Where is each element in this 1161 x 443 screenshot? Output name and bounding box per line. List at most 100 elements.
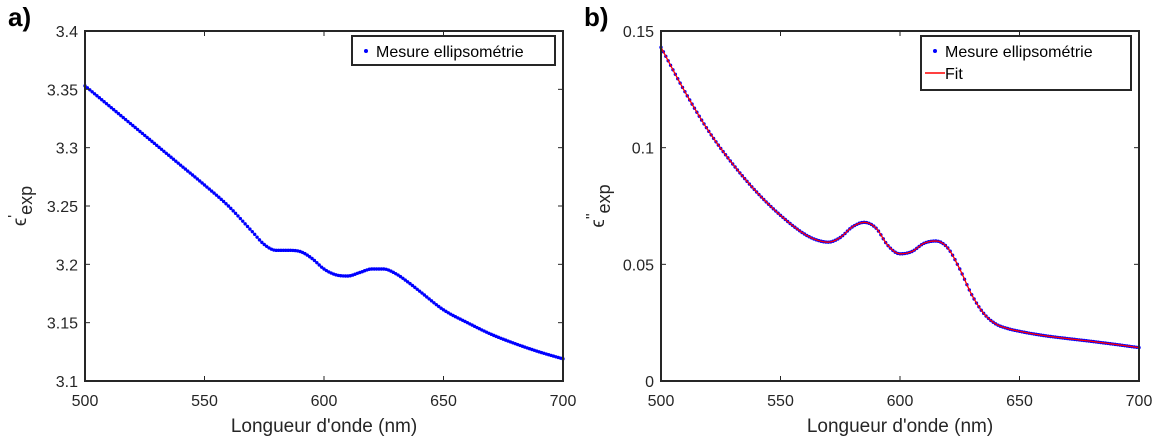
panel-a-legend-entry: Mesure ellipsométrie bbox=[376, 44, 524, 61]
panel-a-data-point bbox=[305, 253, 309, 257]
panel-a-data-point bbox=[186, 169, 190, 173]
panel-a-data-point bbox=[133, 125, 137, 130]
panel-a-axes-box bbox=[84, 30, 564, 382]
panel-a-data-point bbox=[233, 211, 238, 216]
panel-a-data-point bbox=[379, 267, 384, 271]
panel-a-data-point bbox=[121, 115, 125, 120]
panel-a-data-point bbox=[207, 187, 211, 191]
panel-a-data-point bbox=[150, 139, 154, 144]
panel-a-data-point bbox=[102, 100, 106, 104]
panel-b-label: b) bbox=[584, 2, 609, 32]
panel-a-data-point bbox=[140, 131, 145, 136]
panel-a-data-point bbox=[264, 244, 269, 248]
panel-a-data-point bbox=[425, 295, 429, 299]
panel-a-data-point bbox=[131, 123, 135, 128]
panel-a-data-point bbox=[315, 260, 319, 265]
panel-a-data-point bbox=[198, 179, 202, 183]
panel-b-xtick-label: 650 bbox=[1006, 393, 1033, 410]
panel-a-ytick-label: 3.35 bbox=[47, 82, 78, 99]
panel-b-xlabel: Longueur d'onde (nm) bbox=[807, 416, 993, 437]
panel-a-ytick-label: 3.2 bbox=[56, 257, 78, 274]
panel-a-xtick-label: 600 bbox=[311, 393, 338, 410]
panel-a-data-point bbox=[231, 209, 235, 213]
panel-a-legend-box bbox=[351, 35, 556, 66]
panel-a-ylabel-base: ϵ bbox=[10, 218, 31, 226]
panel-a-data-point bbox=[205, 185, 209, 189]
panel-a-data-point bbox=[279, 248, 283, 253]
panel-a-data-point bbox=[111, 107, 116, 112]
panel-a-data-point bbox=[250, 229, 254, 234]
panel-a-data-point bbox=[193, 175, 197, 179]
panel-a-data-point bbox=[415, 287, 419, 291]
panel-a-data-point bbox=[107, 103, 111, 108]
panel-b-ylabel-base: ϵ bbox=[588, 219, 609, 227]
panel-a-data-point bbox=[319, 265, 324, 269]
panel-a-data-point bbox=[405, 280, 410, 284]
panel-a-data-point bbox=[260, 240, 264, 245]
panel-a-data-point bbox=[236, 214, 240, 218]
panel-a-data-point bbox=[374, 267, 379, 271]
panel-a-data-point bbox=[370, 267, 374, 271]
panel-a-data-point bbox=[162, 149, 166, 153]
panel-a-data-point bbox=[176, 161, 180, 165]
panel-a-data-point bbox=[138, 129, 142, 134]
panel-a-data-point bbox=[219, 197, 223, 202]
panel-a-data-point bbox=[439, 306, 443, 310]
panel-a-label: a) bbox=[8, 2, 31, 32]
panel-a-series-measure bbox=[83, 84, 565, 361]
panel-b-ytick-label: 0 bbox=[645, 374, 654, 391]
panel-a-data-point bbox=[343, 274, 348, 278]
panel-a-data-point bbox=[255, 235, 259, 239]
panel-a-data-point bbox=[119, 113, 123, 118]
panel-a-data-point bbox=[159, 147, 164, 151]
panel-a-data-point bbox=[408, 281, 412, 286]
panel-a-data-point bbox=[427, 297, 431, 301]
panel-b-xtick-label: 500 bbox=[648, 393, 675, 410]
panel-a-legend-marker-dot bbox=[364, 49, 368, 53]
panel-a-data-point bbox=[224, 202, 228, 206]
panel-a-data-point bbox=[437, 304, 441, 309]
panel-a-data-point bbox=[104, 101, 109, 106]
panel-a-data-point bbox=[171, 157, 176, 161]
panel-b-ytick-label: 0.1 bbox=[632, 141, 654, 158]
panel-a-data-point bbox=[420, 291, 424, 295]
panel-b-ylabel: ϵ''exp bbox=[583, 184, 614, 227]
panel-a-data-point bbox=[252, 232, 257, 237]
panel-a-data-point bbox=[90, 90, 94, 94]
panel-a-data-point bbox=[157, 145, 161, 150]
panel-b-legend-marker-dot bbox=[933, 49, 937, 53]
panel-b-ytick-label: 0.15 bbox=[623, 24, 654, 41]
panel-b-legend-entry: Mesure ellipsométrie bbox=[945, 44, 1093, 61]
panel-a-data-point bbox=[262, 242, 266, 247]
panel-b-series-fit-line bbox=[660, 47, 1140, 349]
panel-a-ytick-label: 3.3 bbox=[56, 141, 78, 158]
panel-a-data-point bbox=[147, 137, 152, 142]
panel-a-data-point bbox=[229, 206, 233, 211]
panel-a-data-point bbox=[257, 238, 262, 242]
panel-a-data-point bbox=[238, 216, 243, 221]
panel-a-data-point bbox=[398, 274, 403, 279]
panel-a-data-point bbox=[274, 248, 278, 253]
panel-a-data-point bbox=[284, 248, 288, 253]
panel-a-data-point bbox=[109, 105, 113, 110]
panel-b-ylabel-sup: '' bbox=[583, 213, 600, 219]
panel-a-data-point bbox=[226, 204, 231, 208]
panel-a-ytick-label: 3.1 bbox=[56, 374, 78, 391]
panel-a-data-point bbox=[317, 263, 321, 267]
panel-b-ylabel-sub: exp bbox=[594, 184, 614, 213]
panel-b-series-measure bbox=[659, 45, 1141, 350]
panel-a-data-point bbox=[248, 227, 252, 231]
panel-a-data-point bbox=[401, 276, 405, 281]
panel-a-data-point bbox=[183, 167, 188, 171]
panel-a-data-point bbox=[432, 301, 436, 305]
panel-a-data-point bbox=[241, 219, 245, 223]
panel-a-data-point bbox=[377, 267, 381, 271]
panel-a-data-point bbox=[410, 283, 415, 288]
panel-a-data-point bbox=[145, 135, 149, 140]
panel-a-ylabel-sup: ' bbox=[5, 215, 22, 218]
panel-a-ytick-label: 3.4 bbox=[56, 24, 78, 41]
panel-a-data-point bbox=[200, 181, 204, 185]
panel-a-xtick-label: 500 bbox=[72, 393, 99, 410]
panel-a-data-point bbox=[181, 165, 185, 169]
